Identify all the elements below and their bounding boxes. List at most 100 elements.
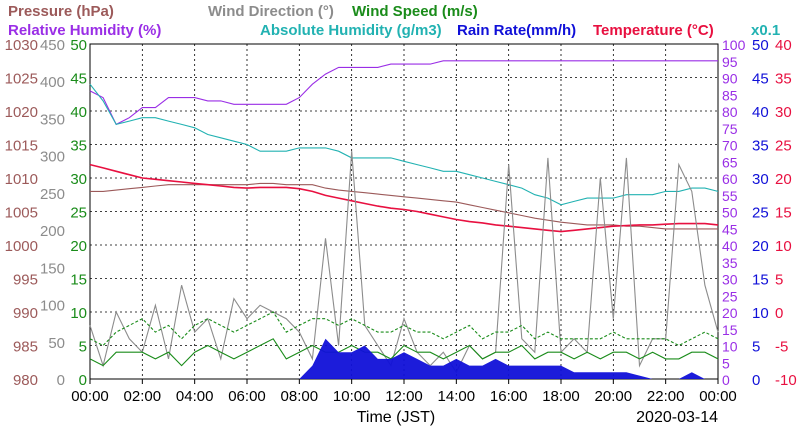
temperature-tick: 5 [775,272,783,289]
relative-humidity-tick: 5 [722,355,730,371]
relative-humidity-tick: 0 [722,372,730,388]
wind-direction-tick: 0 [57,372,65,389]
legend-pressure: Pressure (hPa) [8,3,114,20]
wind-speed-tick: 50 [70,37,87,54]
wind-speed-tick: 0 [79,372,87,389]
temperature-tick: 40 [775,37,792,54]
axis-labels: 1030102510201015101010051000995990985980… [5,37,797,405]
rain-rate-tick: 25 [752,205,769,222]
pressure-tick: 985 [13,339,38,356]
series-wind-direction [89,151,719,374]
relative-humidity-tick: 75 [722,121,738,137]
legend-relative_humidity: Relative Humidity (%) [8,22,161,39]
pressure-tick: 1020 [5,104,38,121]
pressure-tick: 1005 [5,205,38,222]
wind-speed-tick: 20 [70,238,87,255]
x-tick-label: 20:00 [595,388,633,405]
pressure-tick: 995 [13,272,38,289]
plot-area [89,60,719,379]
relative-humidity-tick: 25 [722,288,738,304]
wind-direction-tick: 400 [40,74,65,91]
wind-direction-tick: 350 [40,111,65,128]
series-temperature-c [89,163,719,233]
series-absolute-humidity-g-m3 [89,83,719,206]
legend-wind_direction: Wind Direction (°) [208,3,334,20]
rain-rate-tick: 40 [752,104,769,121]
rain-rate-tick: 5 [752,339,760,356]
chart-legend: Pressure (hPa) Wind Direction (°) Wind Spe… [8,3,780,39]
relative-humidity-tick: 90 [722,71,738,87]
wind-direction-tick: 150 [40,260,65,277]
legend-temperature: Temperature (°C) [593,22,714,39]
relative-humidity-tick: 50 [722,205,738,221]
x-tick-label: 22:00 [647,388,685,405]
temperature-tick: 0 [775,305,783,322]
relative-humidity-tick: 100 [722,37,746,53]
wind-speed-tick: 35 [70,138,87,155]
x-tick-label: 18:00 [542,388,580,405]
pressure-tick: 990 [13,305,38,322]
series-relative-humidity [89,60,718,126]
legend-absolute_humidity: Absolute Humidity (g/m3) [260,22,442,39]
wind-direction-tick: 250 [40,186,65,203]
rain-rate-tick: 10 [752,305,769,322]
wind-speed-tick: 15 [70,272,87,289]
wind-speed-tick: 30 [70,171,87,188]
x-tick-label: 02:00 [124,388,162,405]
rain-rate-tick: 15 [752,272,769,289]
x-axis-title: Time (JST) [357,409,436,426]
relative-humidity-tick: 15 [722,322,738,338]
wind-speed-tick: 25 [70,205,87,222]
pressure-tick: 1010 [5,171,38,188]
relative-humidity-tick: 30 [722,272,738,288]
relative-humidity-tick: 10 [722,339,738,355]
relative-humidity-tick: 95 [722,54,738,70]
relative-humidity-tick: 85 [722,87,738,103]
wind-direction-tick: 450 [40,37,65,54]
temperature-tick: 25 [775,138,792,155]
chart-grid [89,43,719,380]
rain-rate-tick: 0 [752,372,760,389]
x-tick-label: 16:00 [490,388,528,405]
x-tick-label: 08:00 [281,388,319,405]
pressure-tick: 1015 [5,138,38,155]
wind-direction-tick: 300 [40,149,65,166]
x-tick-label: 00:00 [699,388,737,405]
x-tick-label: 12:00 [385,388,423,405]
relative-humidity-tick: 70 [722,138,738,154]
series-rain-rate-mm-h [90,338,718,379]
legend-scale_note: x0.1 [751,22,780,39]
pressure-tick: 1000 [5,238,38,255]
relative-humidity-tick: 45 [722,221,738,237]
wind-speed-tick: 45 [70,71,87,88]
x-tick-label: 14:00 [438,388,476,405]
temperature-tick: 35 [775,71,792,88]
series-wind-speed-m-s [89,338,719,367]
x-tick-label: 06:00 [228,388,266,405]
relative-humidity-tick: 80 [722,104,738,120]
rain-rate-tick: 50 [752,37,769,54]
rain-rate-tick: 30 [752,171,769,188]
chart-date: 2020-03-14 [636,409,718,426]
wind-direction-tick: 100 [40,298,65,315]
legend-rain_rate: Rain Rate(mm/h) [457,22,576,39]
pressure-tick: 980 [13,372,38,389]
series-wind-speed-max-m-s [89,311,719,347]
series-pressure-hpa [90,182,718,230]
rain-rate-tick: 20 [752,238,769,255]
pressure-tick: 1030 [5,37,38,54]
wind-speed-tick: 40 [70,104,87,121]
temperature-tick: 30 [775,104,792,121]
wind-direction-tick: 200 [40,223,65,240]
temperature-tick: -5 [775,339,788,356]
temperature-tick: -10 [775,372,797,389]
relative-humidity-tick: 20 [722,305,738,321]
temperature-tick: 10 [775,238,792,255]
temperature-tick: 20 [775,171,792,188]
relative-humidity-tick: 55 [722,188,738,204]
legend-wind_speed: Wind Speed (m/s) [352,3,478,20]
wind-speed-tick: 10 [70,305,87,322]
pressure-tick: 1025 [5,71,38,88]
x-tick-label: 00:00 [71,388,109,405]
